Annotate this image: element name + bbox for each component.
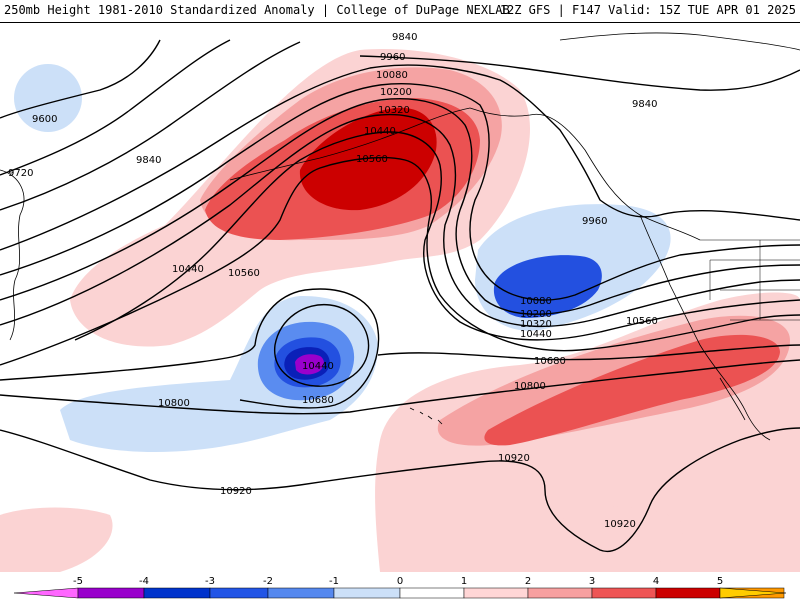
colorbar-swatch bbox=[527, 587, 593, 599]
alaska-coastline bbox=[469, 107, 701, 241]
contour-label: 10920 bbox=[498, 453, 530, 464]
contour-label: 9960 bbox=[582, 216, 607, 227]
contour-label: 10440 bbox=[172, 264, 204, 275]
colorbar-tick: -3 bbox=[205, 576, 215, 587]
contour-label: 10800 bbox=[158, 398, 190, 409]
contour-9840-west bbox=[0, 41, 301, 211]
colorbar-swatch bbox=[591, 587, 657, 599]
contour-10440-closed bbox=[274, 303, 370, 387]
contour-label: 10080 bbox=[520, 296, 552, 307]
contour-labels: 9840 9960 10080 10200 10320 10440 10560 … bbox=[8, 32, 658, 530]
baja-california bbox=[719, 377, 746, 421]
map-title: 250mb Height 1981-2010 Standardized Anom… bbox=[4, 3, 510, 17]
contour-label: 10200 bbox=[380, 87, 412, 98]
colorbar-tick: 1 bbox=[461, 576, 467, 587]
contour-9720 bbox=[0, 39, 231, 176]
contour-label: 10680 bbox=[302, 395, 334, 406]
contour-9960 bbox=[0, 64, 800, 251]
model-run-info: 12Z GFS | F147 Valid: 15Z TUE APR 01 202… bbox=[499, 3, 796, 17]
anomaly-colorbar: -5 -4 -3 -2 -1 0 1 2 3 4 5 bbox=[13, 576, 787, 599]
contour-label: 9840 bbox=[632, 99, 657, 110]
contour-label: 9960 bbox=[380, 52, 405, 63]
contour-label: 10200 bbox=[520, 309, 552, 320]
colorbar-swatch-min bbox=[13, 587, 79, 599]
colorbar-tick: -5 bbox=[73, 576, 83, 587]
contour-label: 10920 bbox=[220, 486, 252, 497]
contour-label: 9600 bbox=[32, 114, 57, 125]
contour-label: 9840 bbox=[136, 155, 161, 166]
contour-label: 10440 bbox=[364, 126, 396, 137]
contour-label: 10440 bbox=[520, 329, 552, 340]
colorbar-tick: -4 bbox=[139, 576, 149, 587]
positive-anomaly-fill bbox=[0, 49, 800, 572]
anomaly-neg1-northwest-spot bbox=[14, 64, 82, 132]
contour-label: 10560 bbox=[626, 316, 658, 327]
asia-coastline bbox=[0, 169, 25, 341]
colorbar-swatch bbox=[267, 587, 335, 599]
contour-label: 10320 bbox=[520, 319, 552, 330]
state-borders bbox=[700, 239, 800, 321]
colorbar-tick: 3 bbox=[589, 576, 595, 587]
contour-10920 bbox=[0, 427, 800, 553]
contour-label: 10080 bbox=[376, 70, 408, 81]
colorbar-tick: -1 bbox=[329, 576, 339, 587]
contour-label: 10680 bbox=[534, 356, 566, 367]
colorbar-swatch bbox=[143, 587, 211, 599]
arctic-coast bbox=[559, 32, 800, 51]
contour-label: 10800 bbox=[514, 381, 546, 392]
aleutian-islands bbox=[229, 107, 471, 181]
colorbar-swatches bbox=[13, 587, 787, 599]
contour-9600 bbox=[0, 39, 161, 119]
weather-map: 9840 9960 10080 10200 10320 10440 10560 … bbox=[0, 32, 800, 572]
coastlines bbox=[0, 32, 800, 441]
contour-9840-north bbox=[359, 55, 800, 91]
contour-label: 9720 bbox=[8, 168, 33, 179]
colorbar-tick: -2 bbox=[263, 576, 273, 587]
anomaly-neg5-west bbox=[295, 354, 324, 375]
contour-label: 10440 bbox=[302, 361, 334, 372]
colorbar-swatch bbox=[399, 587, 465, 599]
colorbar-swatch bbox=[655, 587, 721, 599]
colorbar-tick: 5 bbox=[717, 576, 723, 587]
colorbar-ticks: -5 -4 -3 -2 -1 0 1 2 3 4 5 bbox=[73, 576, 723, 587]
hawaii-islands bbox=[409, 407, 443, 425]
contour-10800 bbox=[0, 359, 800, 415]
contour-label: 10560 bbox=[356, 154, 388, 165]
colorbar-swatch bbox=[77, 587, 145, 599]
contour-10440-loop bbox=[74, 131, 800, 341]
map-header: 250mb Height 1981-2010 Standardized Anom… bbox=[0, 0, 800, 23]
colorbar-swatch bbox=[209, 587, 269, 599]
anomaly-neg2-east bbox=[493, 255, 602, 318]
contour-10680 bbox=[0, 288, 800, 409]
contour-label: 10920 bbox=[604, 519, 636, 530]
height-contours bbox=[0, 39, 800, 553]
contour-10080 bbox=[0, 83, 800, 301]
contour-label: 10560 bbox=[228, 268, 260, 279]
colorbar-tick: 2 bbox=[525, 576, 531, 587]
north-america-west-coast bbox=[639, 214, 771, 441]
contour-10560 bbox=[0, 156, 800, 366]
anomaly-pos1-southwest bbox=[0, 507, 113, 572]
anomaly-pos3-subtropical bbox=[484, 334, 780, 446]
colorbar-tick: 4 bbox=[653, 576, 659, 587]
contour-10200 bbox=[0, 98, 800, 315]
colorbar-tick: 0 bbox=[397, 576, 403, 587]
colorbar-swatch-max bbox=[719, 587, 787, 599]
colorbar-swatch bbox=[463, 587, 529, 599]
colorbar-swatch bbox=[333, 587, 401, 599]
anomaly-pos1-southeast bbox=[560, 506, 683, 572]
contour-10320 bbox=[0, 113, 800, 328]
contour-label: 9840 bbox=[392, 32, 417, 43]
contour-label: 10320 bbox=[378, 105, 410, 116]
